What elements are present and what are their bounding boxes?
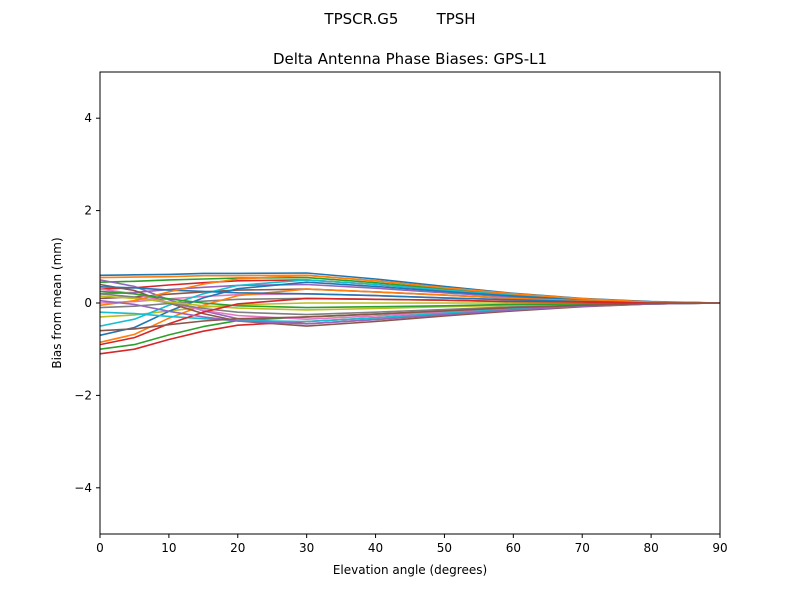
x-tick-label: 70: [575, 541, 590, 555]
x-axis-label: Elevation angle (degrees): [333, 563, 487, 577]
y-tick-label: −2: [74, 388, 92, 402]
x-tick-label: 80: [643, 541, 658, 555]
x-tick-label: 20: [230, 541, 245, 555]
y-tick-label: 0: [84, 296, 92, 310]
x-tick-label: 30: [299, 541, 314, 555]
series-line-25: [99, 299, 721, 325]
x-tick-label: 40: [368, 541, 383, 555]
x-tick-label: 10: [161, 541, 176, 555]
y-tick-label: 4: [84, 111, 92, 125]
series-line-11: [99, 281, 721, 337]
y-tick-label: −4: [74, 481, 92, 495]
x-tick-label: 0: [96, 541, 104, 555]
series-line-23: [99, 290, 720, 309]
suptitle: TPSCR.G5 TPSH: [323, 10, 475, 28]
x-tick-label: 90: [712, 541, 727, 555]
y-axis: −4 −2 0 2 4: [74, 111, 100, 495]
series-lines: [99, 272, 721, 355]
chart-title: Delta Antenna Phase Biases: GPS-L1: [273, 50, 547, 68]
y-tick-label: 2: [84, 204, 92, 218]
x-tick-label: 50: [437, 541, 452, 555]
series-line-26: [99, 302, 721, 332]
x-axis: 0 10 20 30 40 50 60 70 80 90: [96, 534, 728, 555]
series-line-22: [99, 274, 721, 307]
x-tick-label: 60: [506, 541, 521, 555]
y-axis-label: Bias from mean (mm): [50, 237, 64, 368]
